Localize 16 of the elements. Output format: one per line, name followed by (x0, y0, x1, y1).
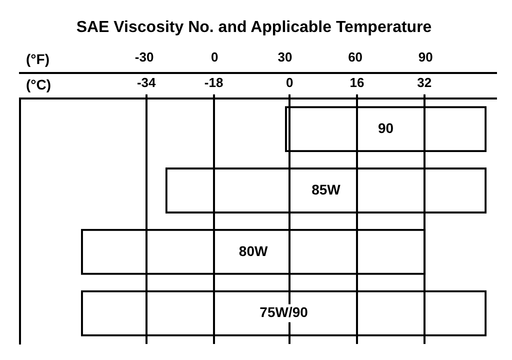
y-tick-label: 85W (312, 181, 342, 198)
y-tick-label: 80W (238, 242, 268, 259)
x2-axis-title: (°C) (26, 76, 52, 92)
x-tick-label: 30 (278, 50, 292, 65)
x2-tick-label: 32 (417, 75, 432, 90)
x2-tick-label: -34 (136, 75, 157, 90)
x2-tick-label: 16 (350, 75, 364, 90)
x-axis-title: (°F) (26, 50, 50, 67)
x-tick-label: 0 (211, 50, 218, 65)
x-tick-label: -30 (134, 50, 154, 65)
chart-title: SAE Viscosity No. and Applicable Temperature (76, 19, 432, 36)
x-tick-label: 60 (348, 50, 363, 65)
x2-tick-label: 0 (286, 75, 294, 90)
y-tick-label: 75W/90 (260, 304, 308, 320)
x-tick-label: 90 (418, 50, 433, 65)
x2-tick-label: -18 (204, 75, 224, 90)
